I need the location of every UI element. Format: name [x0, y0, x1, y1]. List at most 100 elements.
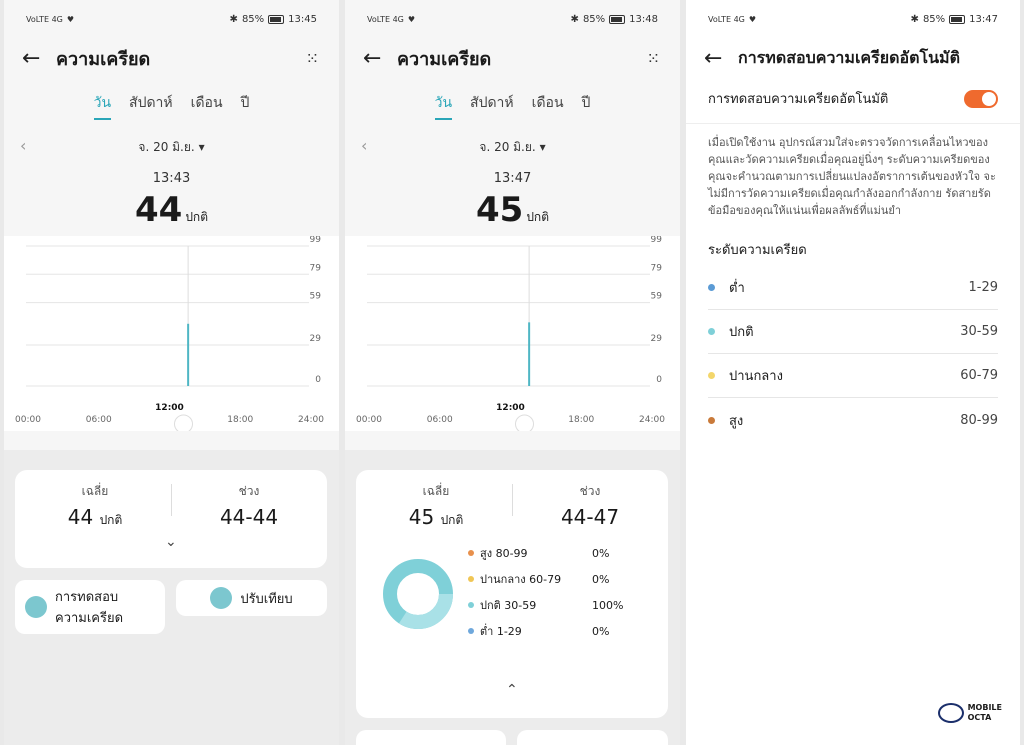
chevron-down-icon[interactable]: ⌄ [165, 534, 177, 550]
auto-test-toggle[interactable] [964, 89, 998, 108]
logo-line2: OCTA [967, 713, 992, 722]
tab-year[interactable]: ปี [240, 95, 250, 111]
legend-percent: 100% [592, 598, 624, 612]
screen-stress-day-1: VoLTE 4G ♥ ✱ 85% 13:45 ← ความเครียด ⁙ วัน ส… [4, 0, 339, 745]
stress-legend: สูง 80-99 0% ปานกลาง 60-79 0% ปกติ 30-59… [468, 540, 623, 644]
tab-year[interactable]: ปี [581, 95, 591, 111]
legend-percent: 0% [592, 624, 610, 638]
x-tick-label: 24:00 [639, 415, 665, 425]
tab-week[interactable]: สัปดาห์ [129, 95, 173, 111]
level-range: 30-59 [960, 324, 998, 339]
back-arrow-icon[interactable]: ← [363, 45, 382, 71]
reading-time: 13:43 [152, 171, 191, 186]
calibrate-label: ปรับเทียบ [240, 591, 293, 607]
range-label: ช่วง [579, 484, 601, 498]
heart-icon: ♥ [407, 14, 416, 24]
battery-icon [609, 14, 626, 24]
battery-percent: 85% [582, 13, 606, 25]
page-title: ความเครียด [56, 48, 151, 70]
avg-unit: ปกติ [99, 513, 123, 527]
period-tabs: วัน สัปดาห์ เดือน ปี [4, 92, 339, 120]
stress-chart[interactable]: 0 29 59 79 99 00:00 06:00 12:00 18:00 24:00 [4, 236, 339, 431]
y-tick-label: 79 [310, 263, 322, 273]
battery-percent: 85% [922, 13, 946, 25]
stress-test-label: การทดสอบ ความเครียด [55, 590, 124, 626]
x-tick-label: 00:00 [356, 415, 382, 425]
chart-scrubber-handle [174, 414, 193, 431]
legend-row: สูง 80-99 0% [468, 540, 623, 566]
level-dot [708, 328, 715, 335]
calibrate-button[interactable]: ปรับเทียบ [176, 580, 327, 616]
level-range: 1-29 [968, 280, 998, 295]
date-selector[interactable]: จ. 20 มิ.ย. [138, 140, 195, 154]
range-label: ช่วง [238, 484, 260, 498]
back-arrow-icon[interactable]: ← [704, 45, 723, 71]
bluetooth-icon: ✱ [910, 13, 919, 25]
x-tick-label: 06:00 [86, 415, 112, 425]
tab-day[interactable]: วัน [93, 92, 112, 120]
page-title: การทดสอบความเครียดอัตโนมัติ [738, 47, 960, 67]
level-dot [708, 284, 715, 291]
chevron-left-icon[interactable]: ‹ [361, 136, 368, 155]
x-tick-label: 00:00 [15, 415, 41, 425]
avg-value: 45 [408, 505, 435, 529]
stress-level-item: ต่ำ 1-29 [708, 266, 998, 310]
chevron-left-icon[interactable]: ‹ [20, 136, 27, 155]
toggle-label: การทดสอบความเครียดอัตโนมัติ [708, 92, 889, 107]
dropdown-icon[interactable]: ▾ [539, 140, 546, 154]
level-name: สูง [729, 413, 744, 429]
chevron-up-icon[interactable]: ⌃ [506, 682, 518, 698]
legend-percent: 0% [592, 546, 610, 560]
stress-bar [528, 322, 531, 386]
more-options-icon[interactable]: ⁙ [646, 48, 662, 68]
stress-value: 44 [134, 190, 183, 230]
stress-chart[interactable]: 0 29 59 79 99 00:00 06:00 12:00 18:00 24:00 [345, 236, 680, 431]
legend-name: ต่ำ 1-29 [480, 625, 522, 638]
stress-value: 45 [475, 190, 524, 230]
tab-week[interactable]: สัปดาห์ [470, 95, 514, 111]
y-tick-label: 59 [651, 292, 663, 302]
battery-icon [268, 14, 285, 24]
levels-title: ระดับความเครียด [708, 243, 807, 258]
watermark-logo: MOBILE OCTA [937, 703, 1002, 723]
legend-row: ปานกลาง 60-79 0% [468, 566, 623, 592]
chart-scrubber-handle [515, 414, 534, 431]
y-tick-label: 79 [651, 263, 663, 273]
gauge-icon [210, 587, 233, 609]
period-tabs: วัน สัปดาห์ เดือน ปี [345, 92, 680, 120]
stress-test-button[interactable]: การทดสอบ ความเครียด [15, 580, 165, 634]
status-bar: VoLTE 4G ♥ ✱ 85% 13:47 [686, 0, 1020, 38]
x-tick-label: 18:00 [568, 415, 594, 425]
y-tick-label: 99 [651, 236, 663, 245]
tab-month[interactable]: เดือน [190, 95, 223, 111]
dropdown-icon[interactable]: ▾ [198, 140, 205, 154]
stress-levels-list: ต่ำ 1-29 ปกติ 30-59 ปานกลาง 60-79 สูง 80… [686, 266, 1020, 442]
y-tick-label: 0 [656, 375, 662, 385]
y-tick-label: 59 [310, 292, 322, 302]
date-selector[interactable]: จ. 20 มิ.ย. [479, 140, 536, 154]
legend-dot [468, 602, 474, 608]
more-options-icon[interactable]: ⁙ [305, 48, 321, 68]
stress-status: ปกติ [526, 210, 549, 224]
tab-day[interactable]: วัน [434, 92, 453, 120]
stress-level-item: ปานกลาง 60-79 [708, 354, 998, 398]
heart-icon: ♥ [748, 14, 757, 24]
range-value: 44-44 [219, 505, 279, 529]
stress-test-button[interactable] [356, 730, 506, 745]
legend-percent: 0% [592, 572, 610, 586]
y-tick-label: 99 [310, 236, 322, 245]
y-tick-label: 0 [315, 375, 321, 385]
x-tick-label: 12:00 [155, 403, 184, 413]
tab-month[interactable]: เดือน [531, 95, 564, 111]
back-arrow-icon[interactable]: ← [22, 45, 41, 71]
reading-time: 13:47 [493, 171, 532, 186]
stress-level-item: ปกติ 30-59 [708, 310, 998, 354]
clock: 13:45 [288, 13, 317, 25]
legend-dot [468, 628, 474, 634]
donut-chart [383, 559, 453, 629]
signal-icon: VoLTE 4G [367, 14, 404, 24]
legend-name: สูง 80-99 [480, 547, 528, 560]
calibrate-button[interactable] [517, 730, 668, 745]
signal-icon: VoLTE 4G [708, 14, 745, 24]
x-tick-label: 06:00 [427, 415, 453, 425]
